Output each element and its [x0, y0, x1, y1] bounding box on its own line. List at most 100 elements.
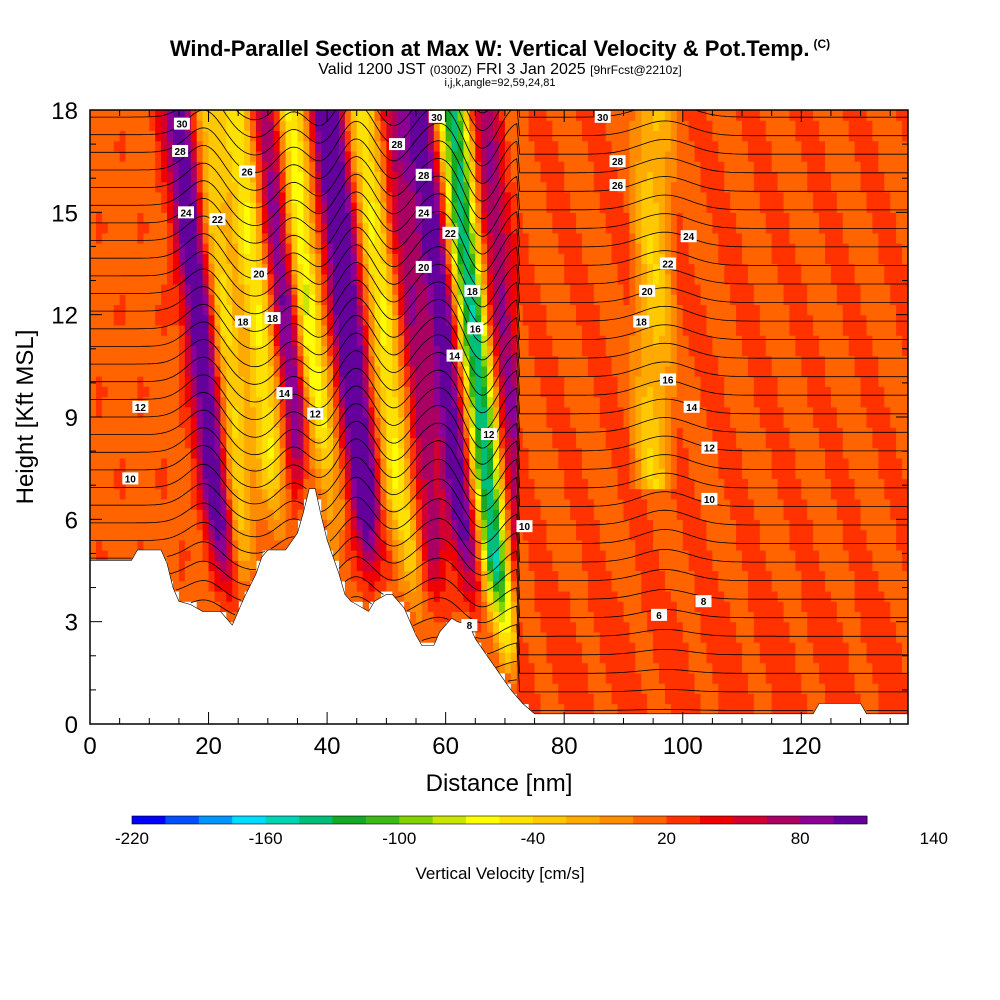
velocity-cell: [421, 335, 429, 346]
velocity-cell: [475, 590, 482, 602]
velocity-cell: [617, 631, 625, 643]
velocity-cell: [149, 498, 156, 510]
velocity-cell: [333, 273, 340, 285]
velocity-cell: [635, 202, 642, 213]
velocity-cell: [356, 590, 364, 602]
velocity-cell: [635, 304, 642, 316]
velocity-cell: [623, 253, 631, 265]
velocity-cell: [599, 130, 607, 142]
velocity-cell: [653, 672, 660, 684]
velocity-cell: [410, 324, 417, 336]
velocity-cell: [433, 283, 441, 295]
velocity-cell: [250, 365, 257, 377]
velocity-cell: [510, 621, 518, 633]
velocity-cell: [261, 498, 269, 510]
velocity-cell: [611, 560, 619, 572]
velocity-cell: [475, 529, 482, 541]
velocity-cell: [469, 191, 476, 203]
velocity-cell: [475, 621, 482, 633]
velocity-cell: [143, 427, 150, 439]
velocity-cell: [137, 386, 144, 398]
velocity-cell: [611, 130, 619, 142]
velocity-cell: [457, 120, 465, 132]
velocity-cell: [309, 232, 316, 244]
velocity-cell: [510, 560, 518, 572]
velocity-cell: [605, 181, 613, 193]
velocity-cell: [540, 140, 548, 152]
velocity-cell: [475, 253, 482, 265]
velocity-cell: [208, 570, 216, 582]
velocity-cell: [350, 294, 358, 306]
velocity-cell: [190, 130, 198, 142]
velocity-cell: [184, 345, 192, 357]
velocity-cell: [581, 181, 589, 193]
velocity-cell: [309, 161, 316, 172]
velocity-cell: [558, 222, 565, 234]
velocity-cell: [629, 386, 636, 398]
velocity-cell: [398, 171, 405, 183]
velocity-cell: [510, 355, 518, 367]
velocity-cell: [184, 161, 192, 172]
velocity-cell: [558, 509, 565, 520]
velocity-cell: [309, 468, 316, 479]
velocity-cell: [101, 365, 109, 377]
velocity-cell: [635, 417, 642, 428]
velocity-cell: [427, 253, 435, 265]
velocity-cell: [291, 253, 299, 265]
velocity-cell: [90, 212, 97, 224]
velocity-cell: [664, 355, 672, 367]
velocity-cell: [564, 631, 571, 643]
velocity-cell: [344, 130, 352, 142]
velocity-cell: [404, 130, 411, 142]
velocity-cell: [421, 181, 429, 193]
velocity-cell: [510, 191, 518, 203]
velocity-cell: [558, 437, 565, 449]
velocity-cell: [581, 417, 589, 428]
velocity-cell: [220, 202, 227, 213]
velocity-cell: [451, 488, 459, 500]
velocity-cell: [599, 273, 607, 285]
velocity-cell: [528, 396, 536, 408]
velocity-cell: [463, 406, 470, 418]
velocity-cell: [587, 110, 595, 121]
velocity-cell: [95, 498, 103, 510]
velocity-cell: [493, 243, 500, 254]
velocity-cell: [570, 468, 577, 479]
velocity-cell: [327, 437, 334, 449]
velocity-cell: [416, 498, 423, 510]
velocity-cell: [558, 683, 565, 694]
velocity-cell: [647, 498, 654, 510]
velocity-cell: [321, 294, 328, 306]
velocity-cell: [338, 263, 346, 275]
velocity-cell: [214, 437, 222, 449]
velocity-cell: [143, 365, 150, 377]
velocity-cell: [220, 396, 227, 408]
velocity-cell: [398, 335, 405, 346]
velocity-cell: [469, 120, 476, 132]
velocity-cell: [338, 529, 346, 541]
velocity-cell: [95, 273, 103, 285]
velocity-cell: [451, 519, 459, 531]
velocity-cell: [255, 457, 263, 469]
velocity-cell: [167, 406, 174, 418]
velocity-cell: [481, 314, 488, 326]
velocity-cell: [398, 232, 405, 244]
velocity-cell: [599, 417, 607, 428]
velocity-cell: [647, 406, 654, 418]
velocity-cell: [581, 161, 589, 172]
velocity-cell: [167, 181, 174, 193]
velocity-cell: [481, 590, 488, 602]
velocity-cell: [510, 580, 518, 592]
velocity-cell: [250, 120, 257, 132]
velocity-cell: [327, 457, 334, 469]
velocity-cell: [226, 110, 233, 121]
velocity-cell: [611, 396, 619, 408]
velocity-cell: [404, 335, 411, 346]
velocity-cell: [534, 110, 542, 121]
velocity-cell: [309, 386, 316, 398]
velocity-cell: [368, 457, 376, 469]
velocity-cell: [599, 140, 607, 152]
velocity-cell: [587, 590, 595, 602]
velocity-cell: [629, 621, 636, 633]
velocity-cell: [617, 355, 625, 367]
